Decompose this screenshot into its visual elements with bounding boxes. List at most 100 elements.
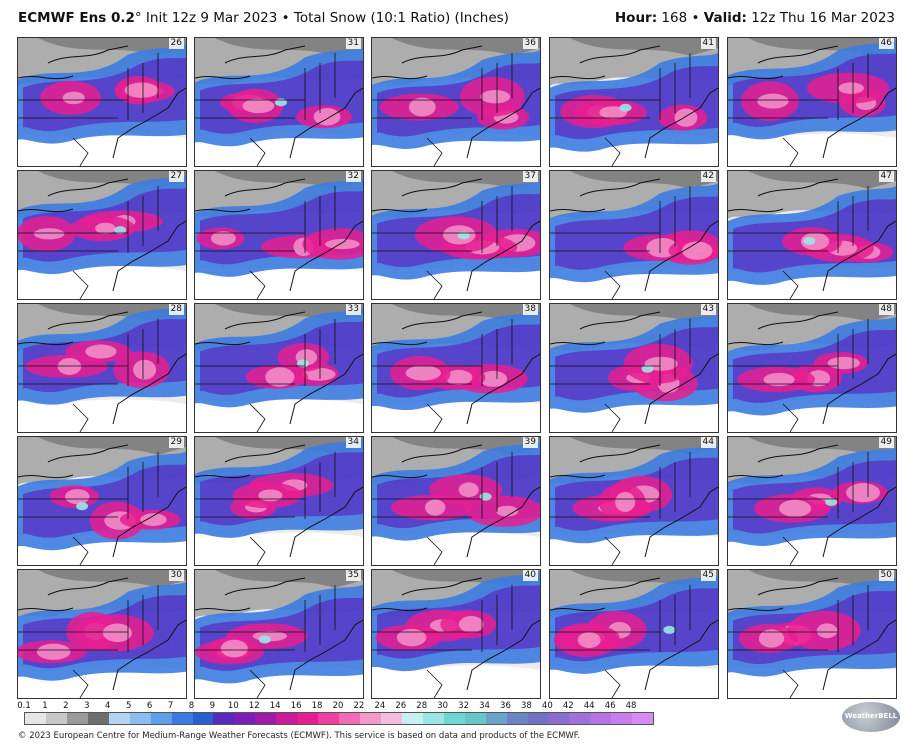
lake-ontario-outline: [401, 178, 483, 197]
member-number: 46: [878, 38, 894, 49]
member-number: 38: [522, 304, 538, 315]
coastline: [289, 353, 363, 425]
member-number: 33: [345, 304, 361, 315]
colorbar-swatch: [590, 713, 612, 724]
light-pink-core: [425, 499, 446, 516]
chesapeake-outline: [604, 669, 621, 698]
member-number: 34: [345, 437, 361, 448]
lake-ontario-outline: [401, 45, 483, 64]
colorbar-swatch: [276, 713, 298, 724]
coastline: [289, 619, 363, 691]
light-pink-core: [827, 356, 861, 370]
cyan-snow-max: [663, 625, 676, 634]
cyan-snow-max: [114, 226, 127, 235]
chesapeake-outline: [604, 536, 621, 565]
snowfall-map: [372, 38, 540, 166]
colorbar-label: 36: [500, 701, 511, 711]
lake-ontario-outline: [401, 577, 483, 596]
lake-ontario-outline: [224, 311, 306, 330]
colorbar-swatch: [485, 713, 507, 724]
lake-erie-outline: [195, 208, 251, 213]
light-pink-core: [265, 367, 295, 387]
no-snow-area: [195, 399, 363, 432]
lake-ontario-outline: [401, 311, 483, 330]
colorbar-label: 0.1: [17, 701, 31, 711]
colorbar-swatch: [297, 713, 319, 724]
light-pink-core: [496, 505, 519, 517]
colorbar-swatch: [339, 713, 360, 724]
lake-ontario-outline: [579, 178, 661, 197]
member-number: 36: [522, 38, 538, 49]
coastline: [822, 220, 896, 292]
member-number: 50: [878, 570, 894, 581]
lake-erie-outline: [550, 607, 606, 612]
lake-erie-outline: [550, 75, 606, 80]
member-number: 40: [522, 570, 538, 581]
lake-erie-outline: [195, 75, 251, 80]
colorbar-label: 42: [562, 701, 574, 711]
coastline: [644, 619, 718, 691]
snowfall-map: [195, 304, 363, 432]
ensemble-member-panel: 38: [371, 303, 541, 433]
colorbar-swatch: [108, 713, 130, 724]
member-number: 28: [168, 304, 184, 315]
lake-erie-outline: [195, 474, 251, 479]
lake-erie-outline: [728, 208, 784, 213]
colorbar-label: 32: [458, 701, 470, 711]
colorbar-swatch: [66, 713, 88, 724]
valid-value: 12z Thu 16 Mar 2023: [751, 10, 895, 26]
member-number: 47: [878, 171, 894, 182]
light-pink-core: [140, 513, 167, 527]
member-number: 44: [700, 437, 716, 448]
snowfall-map: [18, 171, 186, 299]
ensemble-member-panel: 48: [727, 303, 897, 433]
lake-ontario-outline: [47, 45, 129, 64]
no-snow-area: [372, 665, 540, 698]
colorbar-swatch: [171, 713, 193, 724]
header-right: Hour: 168 • Valid: 12z Thu 16 Mar 2023: [615, 10, 895, 26]
colorbar-label: 12: [248, 701, 260, 711]
light-pink-core: [124, 82, 159, 98]
ensemble-member-panel: 41: [549, 37, 719, 167]
map-header: ECMWF Ens 0.2° Init 12z 9 Mar 2023 • Tot…: [0, 0, 913, 34]
colorbar-swatch: [150, 713, 172, 724]
ensemble-member-panel: 27: [17, 170, 187, 300]
member-number: 49: [878, 437, 894, 448]
snowfall-map: [550, 171, 718, 299]
ensemble-member-panel: 40: [371, 569, 541, 699]
light-pink-core: [65, 489, 90, 505]
dark-gray-band: [392, 171, 540, 189]
colorbar-swatch: [506, 713, 528, 724]
lake-erie-outline: [728, 75, 784, 80]
light-pink-core: [838, 82, 864, 94]
member-number: 39: [522, 437, 538, 448]
light-pink-core: [846, 483, 881, 503]
chesapeake-outline: [72, 137, 89, 166]
coastline: [466, 220, 540, 292]
light-pink-core: [758, 629, 785, 648]
cyan-snow-max: [641, 364, 654, 373]
coastline: [822, 87, 896, 159]
ensemble-member-panel: 46: [727, 37, 897, 167]
lake-ontario-outline: [757, 45, 839, 64]
ensemble-member-panel: 44: [549, 436, 719, 566]
ensemble-member-panel: 45: [549, 569, 719, 699]
light-pink-core: [36, 643, 71, 660]
lake-erie-outline: [18, 75, 74, 80]
no-snow-area: [195, 532, 363, 565]
dark-gray-band: [748, 304, 896, 322]
light-pink-core: [408, 97, 436, 117]
ensemble-member-panel: 30: [17, 569, 187, 699]
ensemble-member-panel: 42: [549, 170, 719, 300]
colorbar-label: 46: [604, 701, 616, 711]
colorbar-label: 16: [290, 701, 302, 711]
lake-erie-outline: [372, 208, 428, 213]
colorbar-label: 9: [209, 701, 216, 711]
snowfall-map: [18, 570, 186, 698]
colorbar-swatch: [527, 713, 549, 724]
light-pink-core: [445, 369, 473, 385]
ensemble-member-panel: 39: [371, 436, 541, 566]
coastline: [466, 486, 540, 558]
snowfall-map: [372, 437, 540, 565]
light-pink-core: [313, 108, 341, 126]
